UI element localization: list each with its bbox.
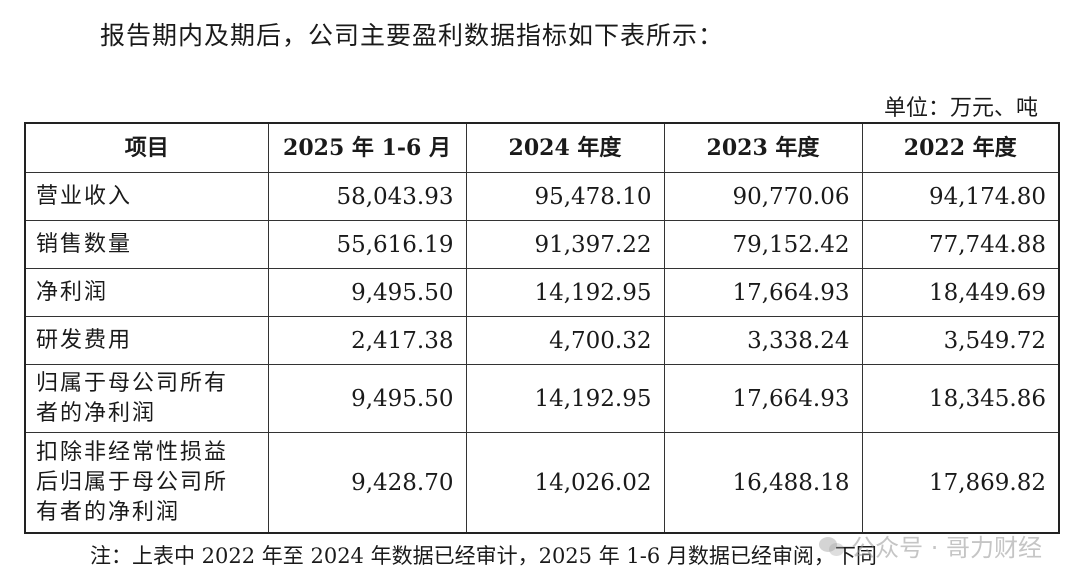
header-item: 项目 — [24, 122, 269, 173]
cell-value: 17,664.93 — [663, 364, 863, 433]
cell-value: 79,152.42 — [663, 220, 863, 269]
cell-value: 58,043.93 — [267, 172, 467, 221]
table-header-row: 项目 2025 年 1-6 月 2024 年度 2023 年度 2022 年度 — [24, 122, 1060, 173]
table-footnote: 注：上表中 2022 年至 2024 年数据已经审计，2025 年 1-6 月数… — [90, 544, 877, 568]
watermark: 公众号 · 哥力财经 — [819, 528, 1042, 563]
intro-paragraph: 报告期内及期后，公司主要盈利数据指标如下表所示： — [100, 21, 725, 50]
cell-value: 2,417.38 — [267, 316, 467, 365]
cell-value: 14,192.95 — [465, 268, 665, 317]
row-label: 净利润 — [24, 268, 269, 317]
row-label: 扣除非经常性损益 后归属于母公司所 有者的净利润 — [24, 432, 269, 534]
row-label-line: 扣除非经常性损益 — [36, 439, 229, 465]
cell-value: 94,174.80 — [861, 172, 1060, 221]
cell-value: 14,192.95 — [465, 364, 665, 433]
row-label: 归属于母公司所有 者的净利润 — [24, 364, 269, 433]
cell-value: 95,478.10 — [465, 172, 665, 221]
cell-value: 18,345.86 — [861, 364, 1060, 433]
watermark-text: 公众号 · 哥力财经 — [851, 534, 1042, 562]
header-2023: 2023 年度 — [663, 122, 863, 173]
profit-data-table: 项目 2025 年 1-6 月 2024 年度 2023 年度 2022 年度 … — [24, 122, 1060, 534]
table-row: 扣除非经常性损益 后归属于母公司所 有者的净利润 9,428.70 14,026… — [24, 432, 1060, 534]
row-label-line: 者的净利润 — [36, 400, 157, 426]
cell-value: 14,026.02 — [465, 432, 665, 534]
table-row: 净利润 9,495.50 14,192.95 17,664.93 18,449.… — [24, 268, 1060, 317]
table-row: 销售数量 55,616.19 91,397.22 79,152.42 77,74… — [24, 220, 1060, 269]
row-label-line: 有者的净利润 — [36, 499, 181, 525]
cell-value: 9,495.50 — [267, 268, 467, 317]
cell-value: 18,449.69 — [861, 268, 1060, 317]
row-label-line: 后归属于母公司所 — [36, 469, 229, 495]
table-row: 营业收入 58,043.93 95,478.10 90,770.06 94,17… — [24, 172, 1060, 221]
cell-value: 3,549.72 — [861, 316, 1060, 365]
cell-value: 9,428.70 — [267, 432, 467, 534]
table-row: 归属于母公司所有 者的净利润 9,495.50 14,192.95 17,664… — [24, 364, 1060, 433]
cell-value: 90,770.06 — [663, 172, 863, 221]
header-2024: 2024 年度 — [465, 122, 665, 173]
row-label-line: 归属于母公司所有 — [36, 370, 229, 396]
wechat-icon — [819, 535, 845, 557]
header-2022: 2022 年度 — [861, 122, 1060, 173]
header-2025h1: 2025 年 1-6 月 — [267, 122, 467, 173]
cell-value: 9,495.50 — [267, 364, 467, 433]
row-label: 研发费用 — [24, 316, 269, 365]
cell-value: 91,397.22 — [465, 220, 665, 269]
row-label: 销售数量 — [24, 220, 269, 269]
cell-value: 77,744.88 — [861, 220, 1060, 269]
cell-value: 17,664.93 — [663, 268, 863, 317]
cell-value: 3,338.24 — [663, 316, 863, 365]
row-label: 营业收入 — [24, 172, 269, 221]
cell-value: 4,700.32 — [465, 316, 665, 365]
table-row: 研发费用 2,417.38 4,700.32 3,338.24 3,549.72 — [24, 316, 1060, 365]
cell-value: 17,869.82 — [861, 432, 1060, 534]
cell-value: 16,488.18 — [663, 432, 863, 534]
cell-value: 55,616.19 — [267, 220, 467, 269]
unit-label: 单位：万元、吨 — [883, 96, 1038, 121]
